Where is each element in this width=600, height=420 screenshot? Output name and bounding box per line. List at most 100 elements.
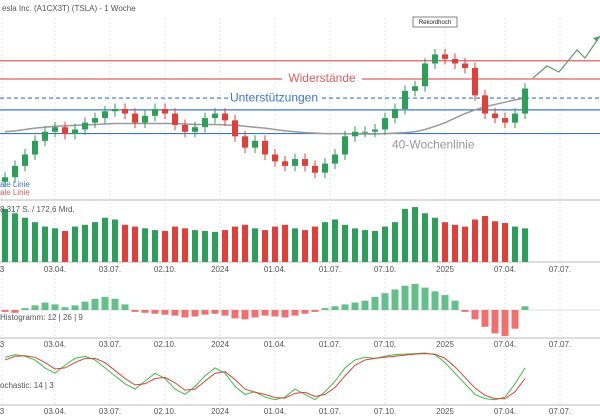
volume-bar <box>472 219 478 262</box>
histogram-bar <box>351 302 359 310</box>
histogram-bar <box>81 301 89 310</box>
volume-bar <box>242 224 248 262</box>
support-label: Unterstützungen <box>230 90 318 104</box>
histogram-bar <box>341 304 349 310</box>
x-tick-label: 07.07. <box>549 265 571 274</box>
candle-body <box>302 159 308 166</box>
x-tick-label: 01.04. <box>264 265 286 274</box>
volume-bar <box>132 226 138 262</box>
histogram-bar <box>461 310 469 312</box>
volume-bar <box>452 224 458 262</box>
histogram-bar <box>11 310 19 313</box>
x-tick-label: 2025 <box>436 340 454 349</box>
candle-body <box>462 63 468 69</box>
candle-body <box>92 118 98 123</box>
candle-body <box>262 140 268 155</box>
volume-bar <box>42 226 48 262</box>
x-tick-label: 03.04. <box>44 265 66 274</box>
volume-bar <box>142 228 148 262</box>
histogram-bar <box>291 310 299 316</box>
x-tick-label: 07.07. <box>549 340 571 349</box>
candle-body <box>272 154 278 162</box>
candle-body <box>112 109 118 112</box>
candle-body <box>522 88 528 114</box>
x-tick-label: 03.07. <box>99 340 121 349</box>
volume-bar <box>352 228 358 262</box>
volume-bar <box>332 219 338 262</box>
histogram-bar <box>1 310 9 312</box>
x-tick-label: 2024 <box>211 407 229 416</box>
histogram-bar <box>521 306 529 310</box>
histogram-bar <box>281 310 289 318</box>
volume-bar <box>212 231 218 262</box>
histogram-bar <box>481 310 489 327</box>
x-tick-label: 2025 <box>436 407 454 416</box>
histogram-bar <box>471 310 479 320</box>
forecast-arrow <box>532 35 600 79</box>
candle-body <box>182 124 188 132</box>
forecast-head <box>593 36 600 42</box>
candle-body <box>242 136 248 148</box>
histogram-bar <box>391 289 399 310</box>
histogram-bar <box>181 310 189 318</box>
candle-body <box>82 122 88 130</box>
histogram-bar <box>91 298 99 310</box>
volume-bar <box>82 224 88 262</box>
candle-body <box>22 154 28 166</box>
candle-body <box>472 68 478 96</box>
histogram-bar <box>161 310 169 315</box>
x-tick-label: 07.04. <box>494 340 516 349</box>
x-tick-label: 2025 <box>436 265 454 274</box>
resistance-label: Widerstände <box>288 71 356 85</box>
candle-body <box>362 131 368 133</box>
candle-body <box>512 113 518 123</box>
candle-body <box>482 95 488 114</box>
volume-bar <box>192 230 198 262</box>
histogram-bar <box>381 293 389 310</box>
record-box <box>412 16 458 28</box>
histogram-bar <box>331 306 339 310</box>
candle-body <box>372 129 378 132</box>
x-tick-label: 07.10. <box>374 340 396 349</box>
volume-bar <box>462 226 468 262</box>
volume-bar <box>342 224 348 262</box>
volume-bar <box>182 228 188 262</box>
candle-body <box>252 140 258 148</box>
x-tick-label: 07.04. <box>494 407 516 416</box>
volume-bar <box>392 222 398 262</box>
candle-body <box>382 118 388 130</box>
volume-bar <box>12 213 18 262</box>
volume-bar <box>522 228 528 262</box>
candle-body <box>332 154 338 164</box>
panel-title: 8.317 S. / 172,6 Mrd. <box>0 205 75 214</box>
histogram-bar <box>411 283 419 310</box>
volume-bar <box>412 207 418 262</box>
volume-bar <box>282 224 288 262</box>
candle-body <box>222 113 228 121</box>
histogram-bar <box>151 310 159 314</box>
x-tick-label: 2024 <box>211 340 229 349</box>
histogram-bar <box>491 310 499 334</box>
histogram-bar <box>211 310 219 314</box>
ma40-label: 40-Wochenlinie <box>392 138 475 152</box>
histogram-bar <box>271 310 279 317</box>
volume-bar <box>232 226 238 262</box>
candle-body <box>232 120 238 137</box>
panel-title: ochastic: 14 | 3 <box>0 381 54 390</box>
histogram-bar <box>191 310 199 317</box>
candle-body <box>442 54 448 59</box>
x-tick-label: 3 <box>0 407 5 416</box>
candle-body <box>122 109 128 114</box>
volume-bar <box>312 226 318 262</box>
volume-bar <box>382 226 388 262</box>
histogram-bar <box>111 298 119 310</box>
candle-body <box>32 140 38 155</box>
histogram-bar <box>231 310 239 319</box>
candle-body <box>42 131 48 141</box>
histogram-bar <box>311 310 319 312</box>
volume-bar <box>482 215 488 262</box>
histogram-bar <box>141 310 149 313</box>
legend-entry: ale Linie <box>0 180 30 189</box>
volume-bar <box>302 230 308 262</box>
